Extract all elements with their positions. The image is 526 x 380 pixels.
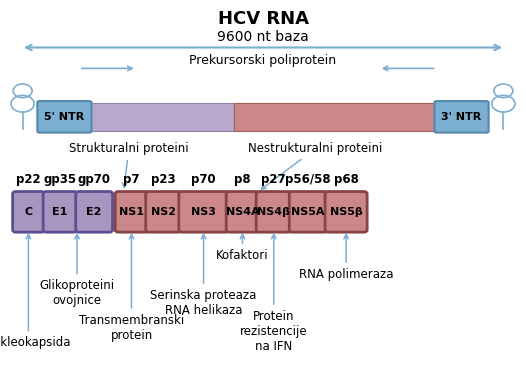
- Text: p68: p68: [333, 173, 359, 186]
- Text: Protein
rezistencije
na IFN: Protein rezistencije na IFN: [240, 234, 308, 353]
- Text: gp70: gp70: [78, 173, 110, 186]
- FancyBboxPatch shape: [115, 192, 148, 232]
- Text: gp35: gp35: [44, 173, 76, 186]
- Text: p8: p8: [234, 173, 251, 186]
- Text: p27: p27: [261, 173, 286, 186]
- Text: Prekursorski poliprotein: Prekursorski poliprotein: [189, 54, 337, 67]
- Text: p56/58: p56/58: [286, 173, 331, 186]
- Text: C: C: [24, 207, 33, 217]
- Text: E2: E2: [86, 207, 102, 217]
- Text: 5' NTR: 5' NTR: [44, 112, 85, 122]
- Text: HCV RNA: HCV RNA: [217, 10, 309, 27]
- Text: NS5β: NS5β: [330, 207, 362, 217]
- Bar: [89, 103, 234, 131]
- Text: NS1: NS1: [119, 207, 144, 217]
- FancyBboxPatch shape: [76, 192, 113, 232]
- Text: Strukturalni proteini: Strukturalni proteini: [69, 142, 189, 187]
- Text: RNA polimeraza: RNA polimeraza: [299, 234, 393, 281]
- Text: 9600 nt baza: 9600 nt baza: [217, 30, 309, 44]
- FancyBboxPatch shape: [37, 101, 92, 133]
- FancyBboxPatch shape: [325, 192, 367, 232]
- Text: NS4β: NS4β: [257, 207, 290, 217]
- FancyBboxPatch shape: [179, 192, 228, 232]
- Text: p22: p22: [16, 173, 41, 186]
- Text: Kofaktori: Kofaktori: [216, 234, 269, 262]
- Text: Nestrukturalni proteini: Nestrukturalni proteini: [248, 142, 383, 189]
- FancyBboxPatch shape: [146, 192, 181, 232]
- Text: 3' NTR: 3' NTR: [441, 112, 482, 122]
- Text: Nukleokapsida: Nukleokapsida: [0, 234, 72, 349]
- Text: NS2: NS2: [151, 207, 176, 217]
- Text: Serinska proteaza
RNA helikaza: Serinska proteaza RNA helikaza: [150, 234, 257, 317]
- FancyBboxPatch shape: [43, 192, 77, 232]
- Text: p23: p23: [151, 173, 176, 186]
- FancyBboxPatch shape: [256, 192, 291, 232]
- Text: Glikoproteini
ovojnice: Glikoproteini ovojnice: [39, 234, 115, 307]
- Text: NS4A: NS4A: [226, 207, 259, 217]
- Text: NS5A: NS5A: [291, 207, 325, 217]
- FancyBboxPatch shape: [434, 101, 489, 133]
- FancyBboxPatch shape: [13, 192, 44, 232]
- FancyBboxPatch shape: [289, 192, 327, 232]
- FancyBboxPatch shape: [226, 192, 259, 232]
- Text: p70: p70: [191, 173, 216, 186]
- Text: Transmembranski
protein: Transmembranski protein: [79, 234, 184, 342]
- Text: E1: E1: [52, 207, 68, 217]
- Text: NS3: NS3: [191, 207, 216, 217]
- Bar: [234, 103, 437, 131]
- Text: p7: p7: [123, 173, 140, 186]
